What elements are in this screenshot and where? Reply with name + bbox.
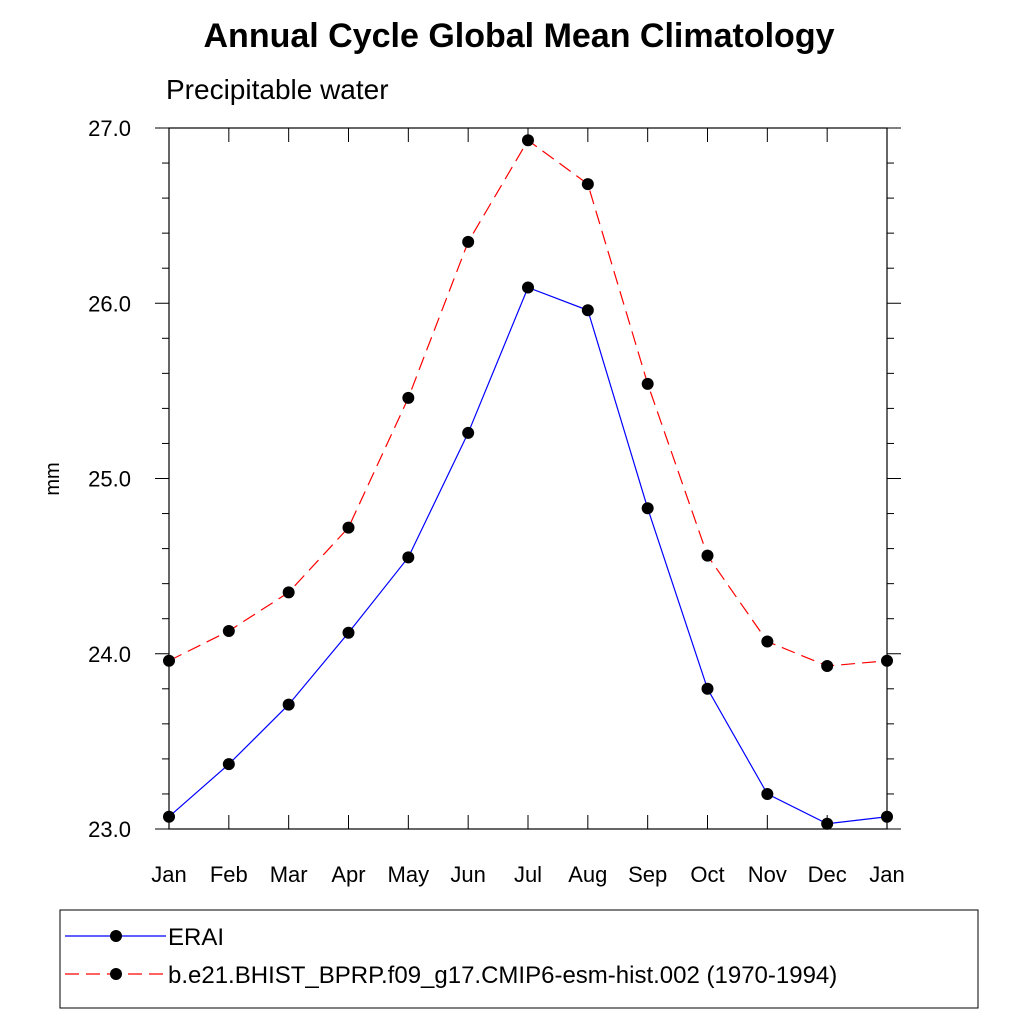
series-1 (163, 281, 893, 830)
data-point (462, 235, 475, 248)
legend-label: ERAI (168, 924, 224, 951)
chart-subtitle: Precipitable water (166, 74, 389, 105)
data-point (222, 758, 235, 771)
data-point (701, 549, 714, 562)
y-tick-label: 25.0 (88, 467, 131, 492)
x-tick-label: Mar (270, 862, 308, 887)
data-point (581, 178, 594, 191)
minor-ticks (162, 162, 894, 795)
x-tick-label: Nov (748, 862, 787, 887)
series-2 (163, 134, 893, 673)
x-tick-label: Feb (210, 862, 248, 887)
data-point (342, 521, 355, 534)
y-tick-label: 23.0 (88, 817, 131, 842)
series-line (168, 139, 888, 667)
data-point (402, 391, 415, 404)
chart-title: Annual Cycle Global Mean Climatology (204, 17, 835, 55)
data-point (522, 134, 534, 147)
data-point (761, 787, 774, 800)
x-tick-label: Dec (808, 862, 847, 887)
series-line (168, 286, 888, 825)
major-ticks (155, 127, 901, 830)
data-point (761, 635, 774, 648)
data-point (282, 698, 295, 711)
x-tick-labels: Jan Feb Mar Apr May Jun Jul Aug Sep Oct Nov Dec Jan (151, 862, 904, 887)
data-point (581, 304, 594, 317)
y-axis-label: mm (42, 462, 64, 495)
data-point (701, 682, 714, 695)
x-tick-label: Jan (151, 862, 186, 887)
data-point (522, 281, 534, 294)
x-tick-label: Apr (331, 862, 365, 887)
legend-box (59, 909, 979, 1009)
series-layer (163, 134, 893, 830)
data-point (641, 502, 654, 515)
legend-marker (110, 968, 122, 980)
data-point (821, 817, 834, 830)
data-point (462, 426, 475, 439)
y-tick-label: 27.0 (88, 116, 131, 141)
data-point (821, 660, 834, 673)
data-point (342, 626, 355, 639)
x-tick-label: Jan (869, 862, 904, 887)
legend-label: b.e21.BHIST_BPRP.f09_g17.CMIP6-esm-hist.… (168, 962, 837, 989)
data-point (282, 586, 295, 599)
y-tick-labels: 23.0 24.0 25.0 26.0 27.0 (88, 116, 131, 842)
data-point (402, 551, 415, 564)
y-tick-label: 24.0 (88, 642, 131, 667)
plot-frame (168, 127, 888, 830)
data-point (222, 624, 235, 637)
legend: ERAI b.e21.BHIST_BPRP.f09_g17.CMIP6-esm-h… (59, 909, 979, 1009)
legend-marker (110, 930, 122, 942)
data-point (641, 377, 654, 390)
x-tick-label: Aug (568, 862, 607, 887)
x-tick-label: Jun (450, 862, 485, 887)
x-tick-label: Jul (514, 862, 542, 887)
x-tick-label: May (388, 862, 430, 887)
x-tick-label: Sep (628, 862, 667, 887)
y-tick-label: 26.0 (88, 291, 131, 316)
x-tick-label: Oct (690, 862, 724, 887)
